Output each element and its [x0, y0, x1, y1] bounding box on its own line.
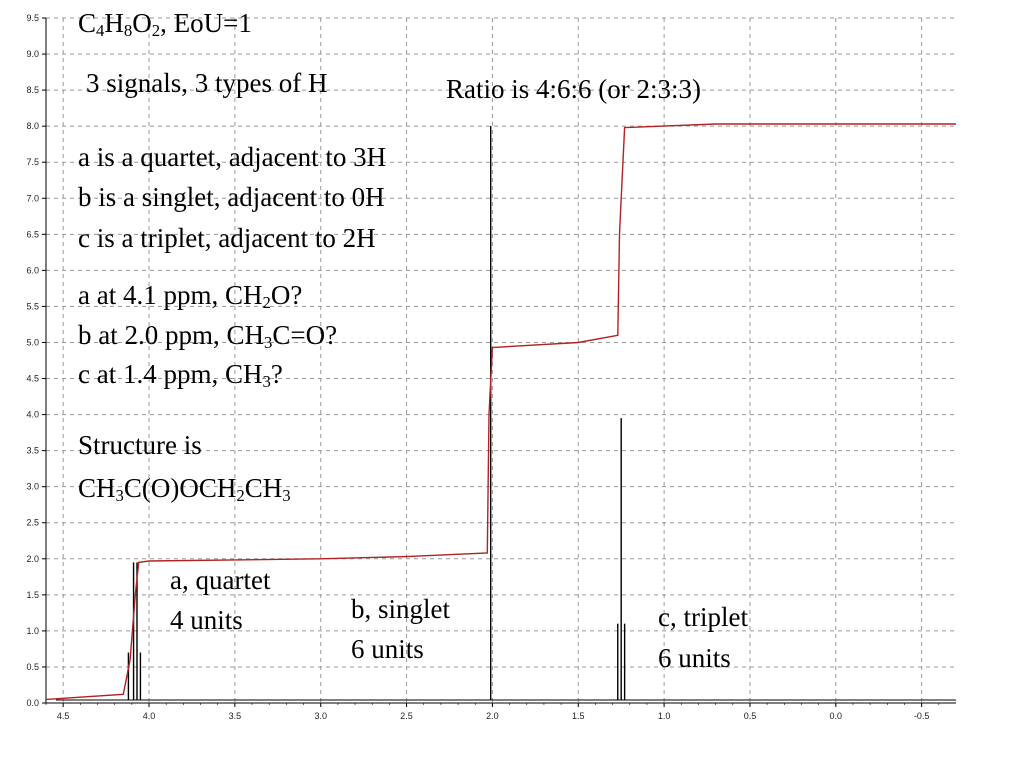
- x-tick-label: 2.5: [400, 711, 413, 721]
- y-tick-label: 2.0: [26, 554, 39, 564]
- peak-c-units: 6 units: [658, 643, 731, 673]
- peak-a-label: a, quartet: [170, 565, 271, 595]
- y-tick-label: 9.0: [26, 49, 39, 59]
- molecular-formula-title: C4H8O2, EoU=1: [78, 8, 252, 41]
- signals-note: 3 signals, 3 types of H: [86, 68, 328, 98]
- y-tick-label: 1.0: [26, 626, 39, 636]
- y-tick-label: 5.0: [26, 337, 39, 347]
- y-tick-label: 9.5: [26, 13, 39, 23]
- y-tick-label: 6.5: [26, 229, 39, 239]
- shift-c: c at 1.4 ppm, CH3?: [78, 359, 283, 392]
- peak-c-label: c, triplet: [658, 602, 748, 632]
- multiplicity-c: c is a triplet, adjacent to 2H: [78, 223, 376, 253]
- integral-line: [45, 123, 956, 701]
- x-tick-label: 1.0: [658, 711, 671, 721]
- y-tick-label: 8.0: [26, 121, 39, 131]
- y-tick-label: 3.5: [26, 446, 39, 456]
- y-tick-label: 4.5: [26, 374, 39, 384]
- chart-axes: [42, 17, 956, 707]
- y-tick-label: 2.5: [26, 518, 39, 528]
- multiplicity-b: b is a singlet, adjacent to 0H: [78, 182, 385, 212]
- x-tick-label: 1.5: [572, 711, 585, 721]
- x-tick-label: -0.5: [914, 711, 930, 721]
- x-tick-label: 3.5: [229, 711, 242, 721]
- y-tick-label: 7.0: [26, 193, 39, 203]
- structure-formula: CH3C(O)OCH2CH3: [78, 473, 291, 506]
- x-tick-label: 0.5: [744, 711, 757, 721]
- shift-a: a at 4.1 ppm, CH2O?: [78, 280, 303, 313]
- y-tick-label: 0.5: [26, 662, 39, 672]
- y-tick-label: 7.5: [26, 157, 39, 167]
- peak-b-label: b, singlet: [351, 594, 450, 624]
- integral-curve: [45, 123, 956, 701]
- y-tick-label: 5.5: [26, 301, 39, 311]
- x-tick-label: 0.0: [830, 711, 843, 721]
- y-tick-label: 0.0: [26, 698, 39, 708]
- x-tick-label: 4.5: [57, 711, 70, 721]
- ratio-note: Ratio is 4:6:6 (or 2:3:3): [446, 74, 701, 104]
- grid-lines: [46, 17, 956, 703]
- y-tick-label: 8.5: [26, 85, 39, 95]
- x-tick-label: 2.0: [486, 711, 499, 721]
- y-tick-label: 6.0: [26, 265, 39, 275]
- x-tick-label: 3.0: [314, 711, 327, 721]
- x-tick-label: 4.0: [143, 711, 156, 721]
- multiplicity-a: a is a quartet, adjacent to 3H: [78, 142, 387, 172]
- peak-b-units: 6 units: [351, 634, 424, 664]
- y-tick-label: 4.0: [26, 410, 39, 420]
- y-tick-label: 1.5: [26, 590, 39, 600]
- tick-labels: 0.0 0.5 1.0 1.5 2.0 2.5 3.0 3.5 4.0 4.5 5.0 5.5 6.0 6…: [26, 13, 929, 721]
- peak-a-units: 4 units: [170, 605, 243, 635]
- shift-b: b at 2.0 ppm, CH3C=O?: [78, 320, 338, 353]
- structure-label: Structure is: [78, 430, 202, 460]
- spectrum-peaks: [56, 126, 956, 701]
- y-tick-label: 3.0: [26, 482, 39, 492]
